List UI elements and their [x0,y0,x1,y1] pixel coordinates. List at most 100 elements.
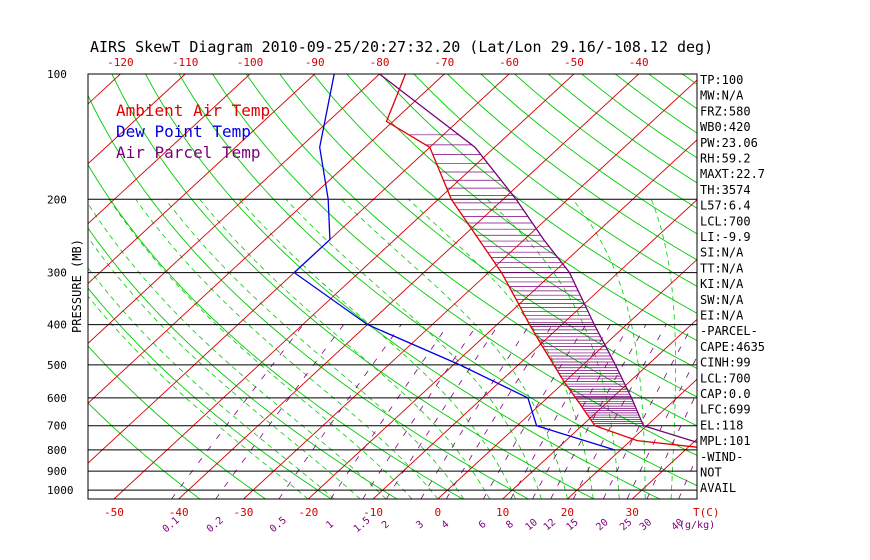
isotherm [567,378,697,499]
pressure-tick-label: 900 [47,465,67,478]
dry-adiabat [111,74,595,499]
moist-adiabat [341,199,568,499]
dry-adiabat [88,287,332,499]
dry-adiabat [212,74,697,456]
moist-adiabat [199,199,491,499]
top-temp-tick-label: -120 [107,56,134,69]
moist-adiabat [88,202,387,499]
bottom-temp-tick-label: 20 [561,506,574,519]
moist-adiabat [88,236,361,499]
dry-adiabat [88,163,463,499]
moist-adiabat [487,199,620,499]
mixing-ratio-tick-label: 30 [638,517,654,533]
bottom-temp-tick-label: -40 [169,506,189,519]
chart-title: AIRS SkewT Diagram 2010-09-25/20:27:32.2… [90,38,713,56]
index-item: MAXT:22.7 [700,167,765,181]
isotherm [88,74,251,225]
x-axis-label: T(C) [693,506,720,519]
dry-adiabat [88,345,266,499]
dry-adiabat [346,74,697,342]
index-item: MW:N/A [700,89,744,103]
moist-adiabat [165,199,465,499]
index-item: CAPE:4635 [700,340,765,354]
moist-adiabat [135,199,439,499]
index-item: -WIND- [700,450,743,464]
index-item: LFC:699 [700,403,751,417]
moist-adiabat [108,199,413,499]
dry-adiabat [380,74,697,314]
top-temp-tick-label: -60 [499,56,519,69]
isotherm [0,74,56,499]
index-item: EI:N/A [700,309,744,323]
mixing-ratio-line [572,324,667,499]
isotherm [88,74,380,344]
dry-adiabat [145,74,660,499]
mixing-ratio-tick-label: 1 [324,519,336,531]
plot-frame [87,73,698,500]
pressure-tick-label: 800 [47,444,67,457]
mixing-ratio-line [550,324,647,499]
index-item: WB0:420 [700,120,751,134]
mixing-ratio-line [215,324,345,499]
top-temp-tick-label: -100 [237,56,264,69]
bottom-temp-tick-label: 30 [626,506,639,519]
isotherm [243,79,697,499]
top-temp-tick-label: -70 [434,56,454,69]
index-item: SI:N/A [700,246,744,260]
mixing-ratio-tick-label: 6 [477,519,489,531]
isotherm [113,74,575,499]
isotherm [88,74,445,404]
y-axis-label: PRESSURE (MB) [70,239,84,333]
index-item: CINH:99 [700,356,751,370]
mixing-ratio-tick-label: 2 [380,519,392,531]
mixing-ratio-line [445,324,553,499]
legend: Ambient Air Temp Dew Point Temp Air Parcel… [116,101,270,162]
isotherm [88,74,316,285]
mixing-ratio-tick-label: 15 [564,517,580,533]
top-temp-tick-label: -90 [305,56,325,69]
index-item: -PARCEL- [700,324,758,338]
mixing-ratio-line [602,324,694,499]
index-item: CAP:0.0 [700,387,751,401]
ambient-temp-line [385,74,697,448]
pressure-tick-label: 300 [47,267,67,280]
bottom-temp-tick-label: -10 [363,506,383,519]
mixing-ratio-line [532,324,631,499]
pressure-tick-label: 600 [47,392,67,405]
mixing-ratio-line [420,324,530,499]
index-item: L57:6.4 [700,199,751,213]
top-temp-tick-label: -40 [629,56,649,69]
dry-adiabat [447,74,697,261]
bottom-temp-tick-label: -20 [298,506,318,519]
mixing-ratio-tick-label: 0.5 [268,515,289,535]
isotherm [502,318,697,499]
mixing-ratio-tick-label: 3 [414,519,426,531]
pressure-tick-label: 500 [47,359,67,372]
bottom-temp-tick-label: -50 [104,506,124,519]
mixing-ratio-line [330,324,449,499]
isotherm [437,258,697,499]
mixing-ratio-tick-label: 20 [594,517,610,533]
isotherm [88,74,186,165]
index-item: FRZ:580 [700,104,751,118]
mixing-ratio-line [483,324,587,499]
bottom-temp-tick-label: 10 [496,506,509,519]
dry-adiabat [312,74,697,370]
index-item: KI:N/A [700,277,744,291]
dry-adiabat [413,74,697,287]
moist-adiabat [650,199,676,499]
index-item: MPL:101 [700,434,751,448]
parcel-temp-line [379,74,697,444]
index-item: LCL:700 [700,371,751,385]
index-item: LCL:700 [700,214,751,228]
dry-adiabat [88,94,529,499]
pressure-tick-label: 100 [47,68,67,81]
top-temp-tick-label: -50 [564,56,584,69]
mixing-ratio-tick-label: 8 [504,519,516,531]
mixing-ratio-tick-label: 25 [618,517,634,533]
top-temp-tick-label: -80 [370,56,390,69]
mixing-ratio-tick-label: 4 [440,519,452,531]
dew-point-line [293,74,615,451]
index-item: EL:118 [700,418,743,432]
